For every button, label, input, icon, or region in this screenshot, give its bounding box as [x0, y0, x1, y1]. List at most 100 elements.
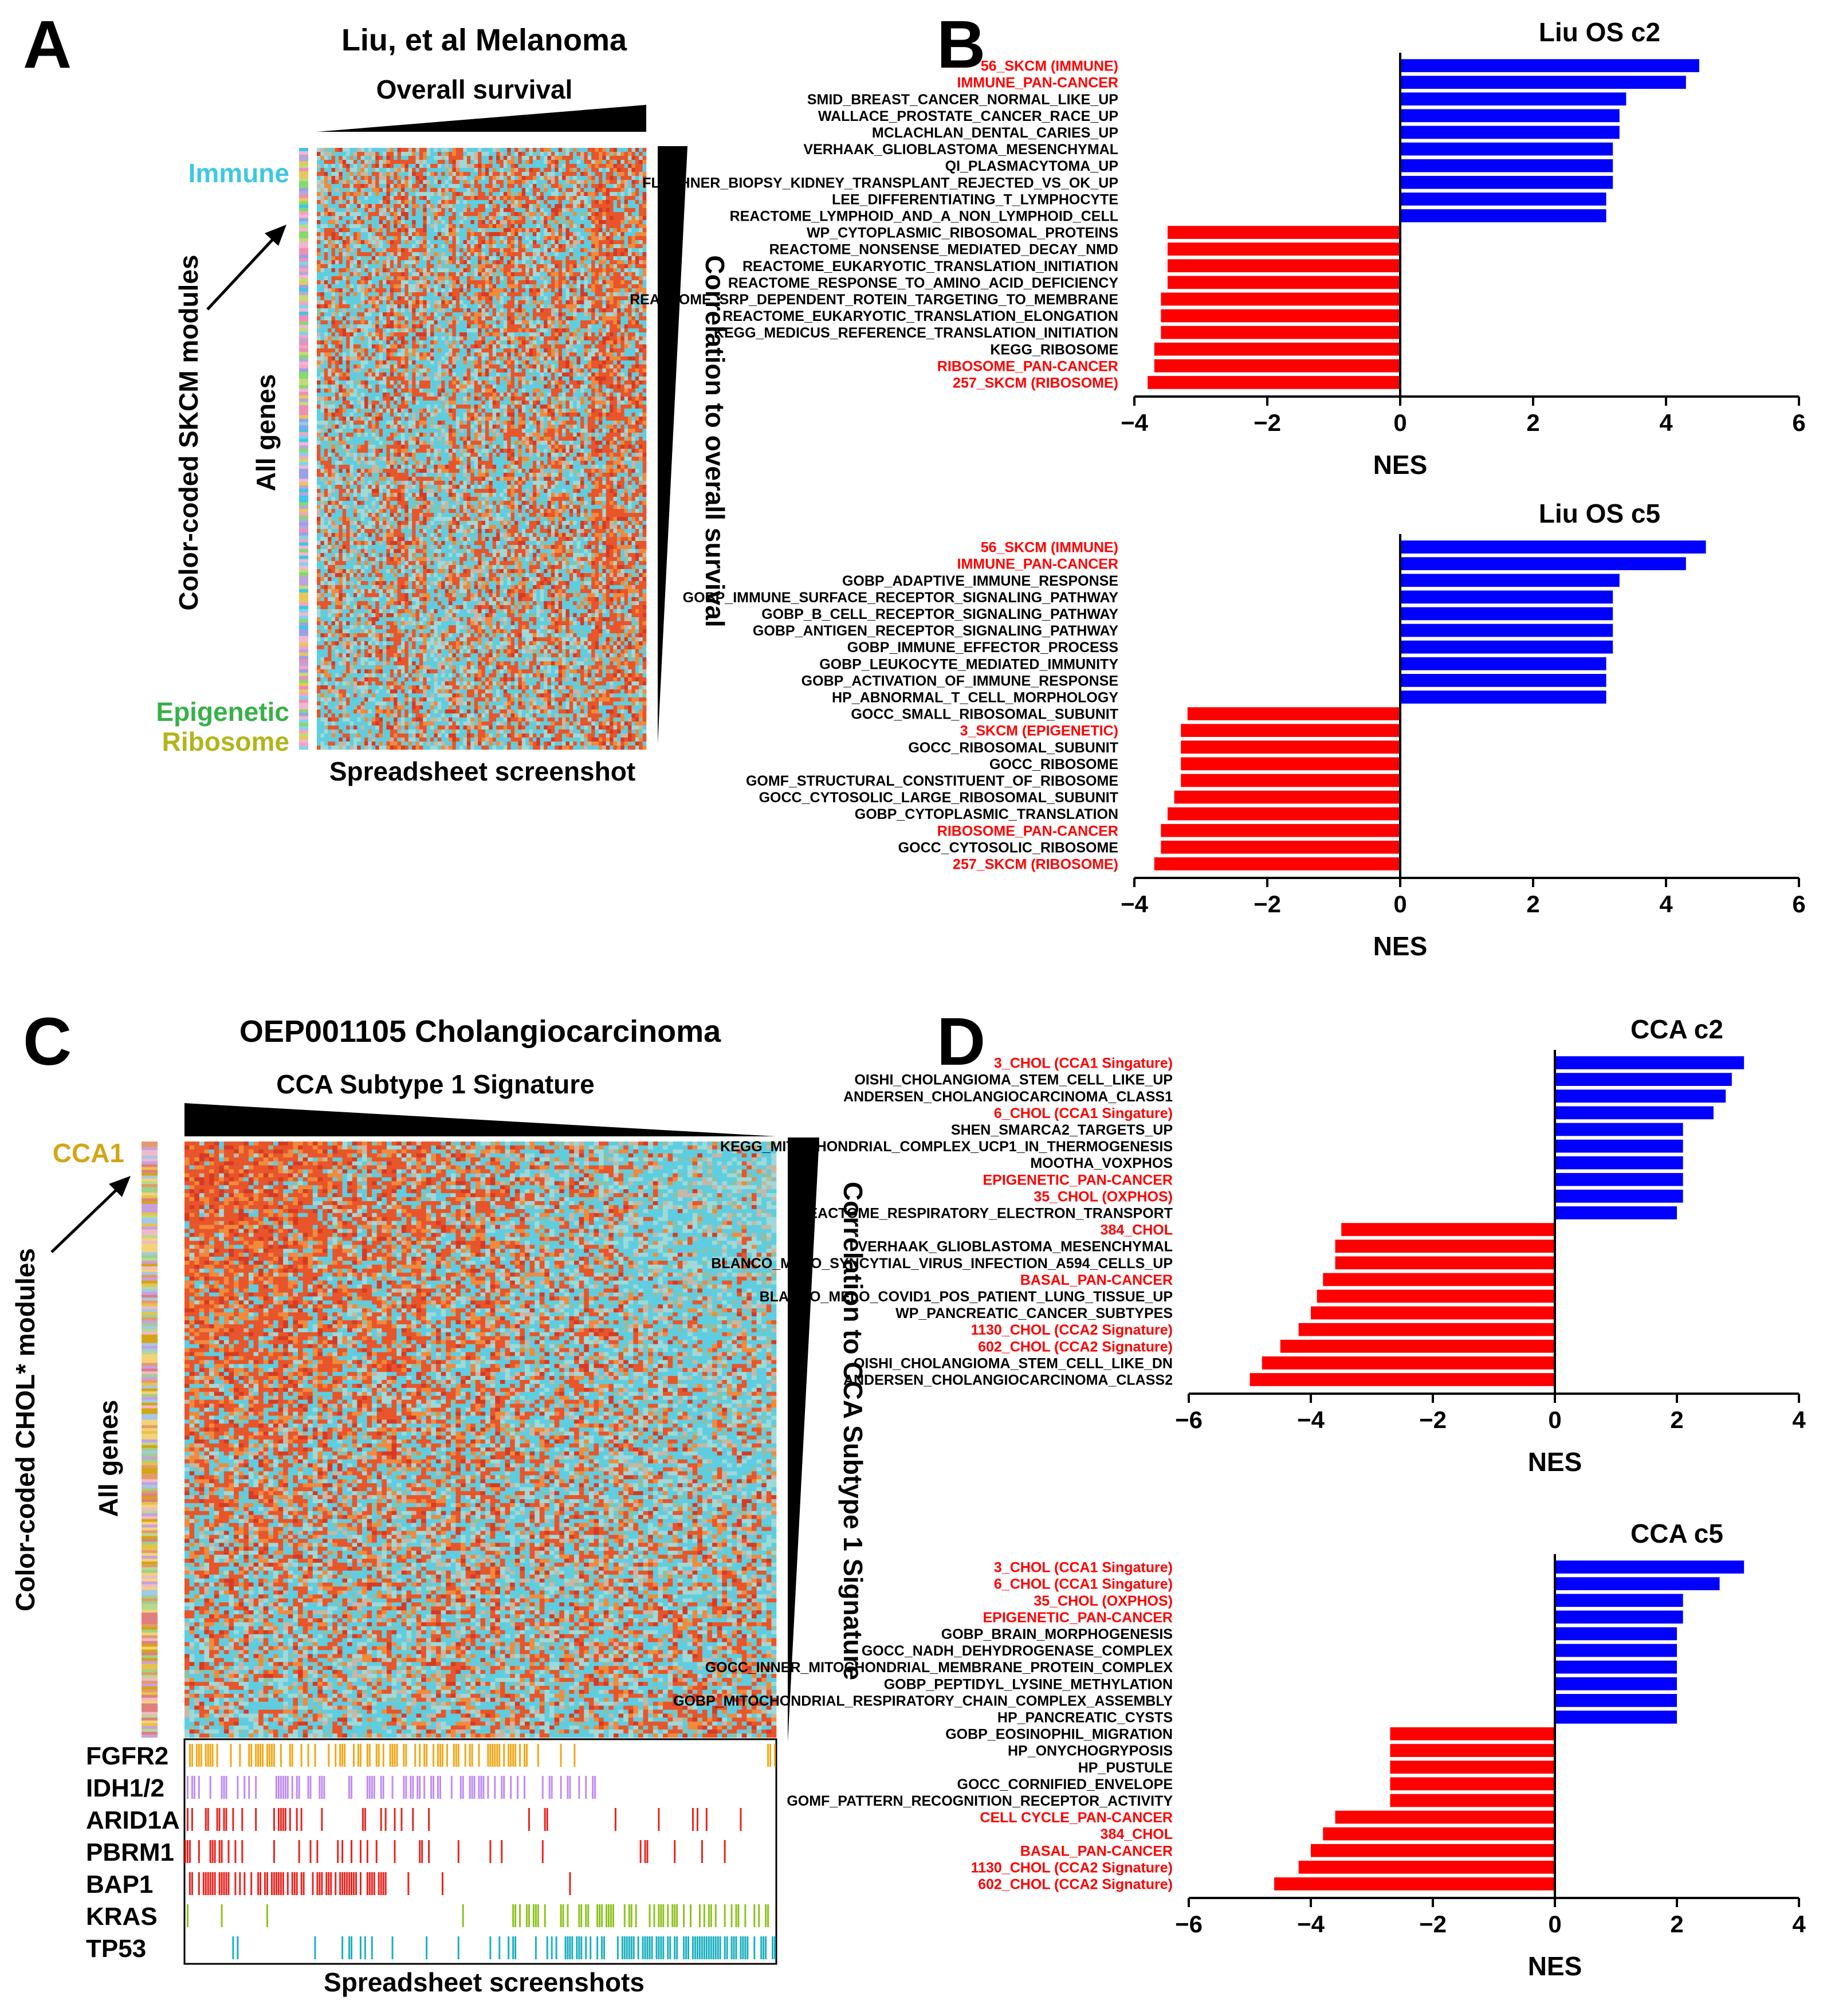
colorbar-stripe: [299, 164, 308, 168]
heatmap-cell: [584, 308, 588, 312]
heatmap-cell: [379, 152, 383, 156]
heatmap-cell: [500, 300, 504, 304]
heatmap-cell: [584, 200, 588, 204]
heatmap-cell: [419, 332, 423, 336]
heatmap-cell: [631, 220, 635, 224]
heatmap-cell: [518, 152, 522, 156]
heatmap-cell: [372, 332, 376, 336]
heatmap-cell: [540, 208, 544, 212]
heatmap-cell: [514, 352, 518, 356]
heatmap-cell: [332, 320, 336, 324]
colorbar-stripe: [299, 195, 308, 198]
heatmap-cell: [511, 304, 515, 308]
heatmap-cell: [565, 320, 569, 324]
heatmap-cell: [518, 328, 522, 332]
heatmap-cell: [408, 332, 412, 336]
heatmap-cell: [353, 288, 357, 292]
heatmap-cell: [324, 352, 328, 356]
heatmap-cell: [529, 304, 533, 308]
heatmap-cell: [577, 300, 581, 304]
heatmap-cell: [463, 256, 467, 260]
heatmap-cell: [551, 320, 555, 324]
heatmap-cell: [635, 204, 639, 208]
heatmap-cell: [639, 328, 643, 332]
heatmap-cell: [595, 268, 599, 272]
heatmap-cell: [635, 272, 639, 276]
heatmap-cell: [610, 256, 614, 260]
heatmap-cell: [559, 260, 563, 264]
heatmap-cell: [577, 200, 581, 204]
heatmap-cell: [419, 216, 423, 220]
heatmap-cell: [412, 284, 416, 288]
heatmap-cell: [350, 220, 354, 224]
heatmap-cell: [577, 236, 581, 240]
heatmap-cell: [353, 324, 357, 328]
heatmap-cell: [470, 160, 474, 164]
heatmap-cell: [478, 252, 482, 256]
heatmap-cell: [514, 220, 518, 224]
heatmap-cell: [635, 208, 639, 212]
colorbar-stripe: [299, 355, 308, 359]
heatmap-cell: [643, 280, 647, 284]
heatmap-cell: [434, 208, 438, 212]
heatmap-cell: [320, 344, 324, 348]
heatmap-cell: [496, 204, 500, 208]
heatmap-cell: [639, 164, 643, 168]
heatmap-cell: [463, 356, 467, 360]
heatmap-cell: [518, 236, 522, 240]
heatmap-cell: [569, 276, 573, 280]
heatmap-cell: [423, 260, 427, 264]
heatmap-cell: [500, 348, 504, 352]
heatmap-cell: [551, 284, 555, 288]
heatmap-cell: [332, 176, 336, 180]
heatmap-cell: [482, 356, 486, 360]
heatmap-cell: [606, 240, 610, 244]
heatmap-cell: [467, 272, 471, 276]
heatmap-cell: [614, 192, 618, 196]
heatmap-cell: [540, 272, 544, 276]
heatmap-cell: [364, 312, 368, 316]
heatmap-cell: [449, 276, 453, 280]
heatmap-cell: [434, 340, 438, 344]
heatmap-cell: [474, 268, 478, 272]
heatmap-cell: [423, 220, 427, 224]
heatmap-cell: [489, 300, 493, 304]
heatmap-cell: [401, 272, 405, 276]
colorbar-stripe: [299, 733, 308, 736]
heatmap-cell: [485, 236, 489, 240]
colorbar-stripe: [299, 539, 308, 543]
heatmap-cell: [591, 332, 595, 336]
heatmap-cell: [423, 308, 427, 312]
heatmap-cell: [427, 332, 431, 336]
heatmap-cell: [548, 172, 552, 176]
heatmap-cell: [353, 272, 357, 276]
heatmap-cell: [540, 256, 544, 260]
heatmap-cell: [343, 304, 347, 308]
heatmap-cell: [620, 200, 624, 204]
heatmap-cell: [434, 220, 438, 224]
heatmap-cell: [372, 280, 376, 284]
heatmap-cell: [317, 252, 321, 256]
heatmap-cell: [416, 228, 420, 232]
heatmap-cell: [416, 240, 420, 244]
heatmap-cell: [401, 152, 405, 156]
heatmap-cell: [580, 296, 584, 300]
heatmap-cell: [635, 188, 639, 192]
heatmap-cell: [445, 348, 449, 352]
heatmap-cell: [350, 324, 354, 328]
heatmap-cell: [525, 148, 529, 152]
heatmap-cell: [485, 248, 489, 252]
heatmap-cell: [386, 328, 390, 332]
heatmap-cell: [361, 344, 365, 348]
heatmap-cell: [617, 272, 621, 276]
heatmap-cell: [529, 192, 533, 196]
heatmap-cell: [346, 288, 350, 292]
heatmap-cell: [438, 292, 442, 296]
heatmap-cell: [533, 348, 537, 352]
heatmap-cell: [416, 296, 420, 300]
heatmap-cell: [419, 296, 423, 300]
heatmap-cell: [643, 192, 647, 196]
heatmap-cell: [398, 264, 402, 268]
heatmap-cell: [474, 152, 478, 156]
heatmap-cell: [335, 256, 339, 260]
